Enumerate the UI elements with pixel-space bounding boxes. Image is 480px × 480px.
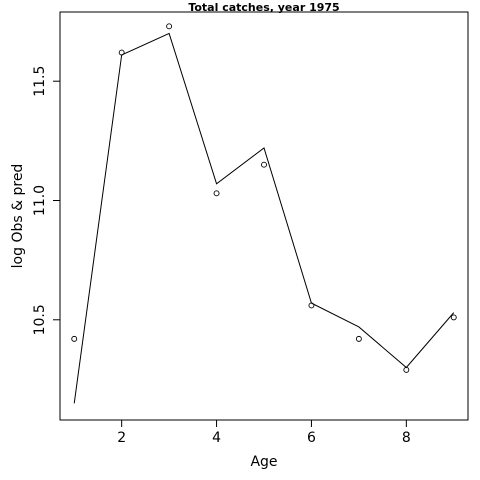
x-tick-label-0: 2 bbox=[117, 430, 126, 446]
observed-point-4 bbox=[261, 161, 267, 168]
observed-point-6 bbox=[355, 335, 362, 342]
x-tick-label-3: 8 bbox=[402, 430, 411, 446]
y-tick-label-1: 11.0 bbox=[32, 185, 48, 216]
y-axis: 10.5 11.0 11.5 bbox=[32, 66, 61, 335]
chart-title: Total catches, year 1975 bbox=[188, 1, 339, 14]
y-tick-label-2: 11.5 bbox=[32, 66, 48, 97]
y-axis-label: log Obs & pred bbox=[10, 164, 26, 269]
x-tick-label-1: 4 bbox=[212, 430, 221, 446]
series-layer bbox=[71, 23, 457, 404]
x-tick-label-2: 6 bbox=[307, 430, 316, 446]
observed-point-3 bbox=[213, 190, 220, 197]
observed-point-0 bbox=[71, 335, 78, 342]
y-tick-label-0: 10.5 bbox=[32, 304, 48, 335]
predicted-line bbox=[73, 32, 455, 404]
x-axis: 2 4 6 8 bbox=[117, 419, 411, 446]
observed-point-2 bbox=[166, 23, 173, 30]
plot-frame bbox=[59, 11, 469, 421]
observed-point-8 bbox=[450, 314, 457, 321]
x-axis-label: Age bbox=[250, 454, 277, 470]
